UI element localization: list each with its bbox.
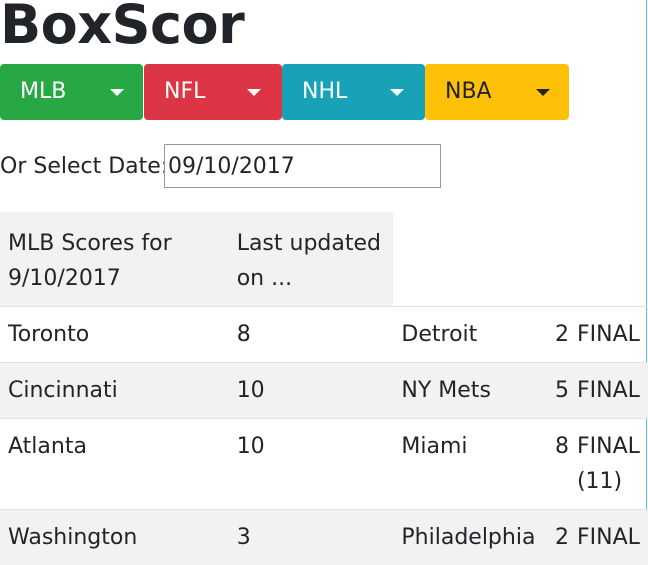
away-score: 8 <box>543 419 569 474</box>
nhl-dropdown-button[interactable]: NHL <box>282 64 425 120</box>
home-team: Washington <box>0 510 229 565</box>
nba-button-label: NBA <box>445 64 492 120</box>
home-score: 8 <box>229 307 394 362</box>
scores-header-updated: Last updated on ... <box>229 212 394 306</box>
scores-header-title: MLB Scores for 9/10/2017 <box>0 212 229 306</box>
scores-header-blank <box>393 212 543 307</box>
nhl-button-label: NHL <box>302 64 347 120</box>
nfl-dropdown-button[interactable]: NFL <box>144 64 282 120</box>
scores-header-blank <box>569 212 648 307</box>
game-status: FINAL (11) <box>569 419 648 509</box>
away-team: NY Mets <box>393 363 543 418</box>
chevron-down-icon <box>536 89 550 96</box>
scores-header-updated-cell: Last updated on ... <box>229 212 394 307</box>
game-status: FINAL <box>569 307 648 362</box>
date-select-row: Or Select Date: <box>0 143 168 189</box>
date-input[interactable] <box>164 144 441 188</box>
home-team: Atlanta <box>0 419 229 474</box>
away-team: Philadelphia <box>393 510 543 565</box>
table-row: Toronto 8 Detroit 2 FINAL <box>0 307 648 363</box>
table-row: Cincinnati 10 NY Mets 5 FINAL <box>0 363 648 419</box>
home-team: Cincinnati <box>0 363 229 418</box>
table-row: Atlanta 10 Miami 8 FINAL (11) <box>0 419 648 510</box>
away-score: 2 <box>543 510 569 565</box>
mlb-dropdown-button[interactable]: MLB <box>0 64 143 120</box>
scores-header-title-cell: MLB Scores for 9/10/2017 <box>0 212 229 307</box>
app-title: BoxScor <box>0 0 244 56</box>
scores-header-blank <box>543 212 569 307</box>
scores-table-header: MLB Scores for 9/10/2017 Last updated on… <box>0 212 648 307</box>
away-score: 2 <box>543 307 569 362</box>
home-score: 10 <box>229 363 394 418</box>
chevron-down-icon <box>110 89 124 96</box>
home-score: 10 <box>229 419 394 474</box>
home-team: Toronto <box>0 307 229 362</box>
nba-dropdown-button[interactable]: NBA <box>425 64 569 120</box>
home-score: 3 <box>229 510 394 565</box>
nfl-button-label: NFL <box>164 64 205 120</box>
away-team: Miami <box>393 419 543 474</box>
scores-table: MLB Scores for 9/10/2017 Last updated on… <box>0 212 648 565</box>
away-score: 5 <box>543 363 569 418</box>
game-status: FINAL <box>569 363 648 418</box>
table-row: Washington 3 Philadelphia 2 FINAL <box>0 510 648 565</box>
date-select-label: Or Select Date: <box>0 154 168 179</box>
chevron-down-icon <box>390 89 404 96</box>
game-status: FINAL <box>569 510 648 565</box>
mlb-button-label: MLB <box>20 64 66 120</box>
chevron-down-icon <box>247 89 261 96</box>
away-team: Detroit <box>393 307 543 362</box>
